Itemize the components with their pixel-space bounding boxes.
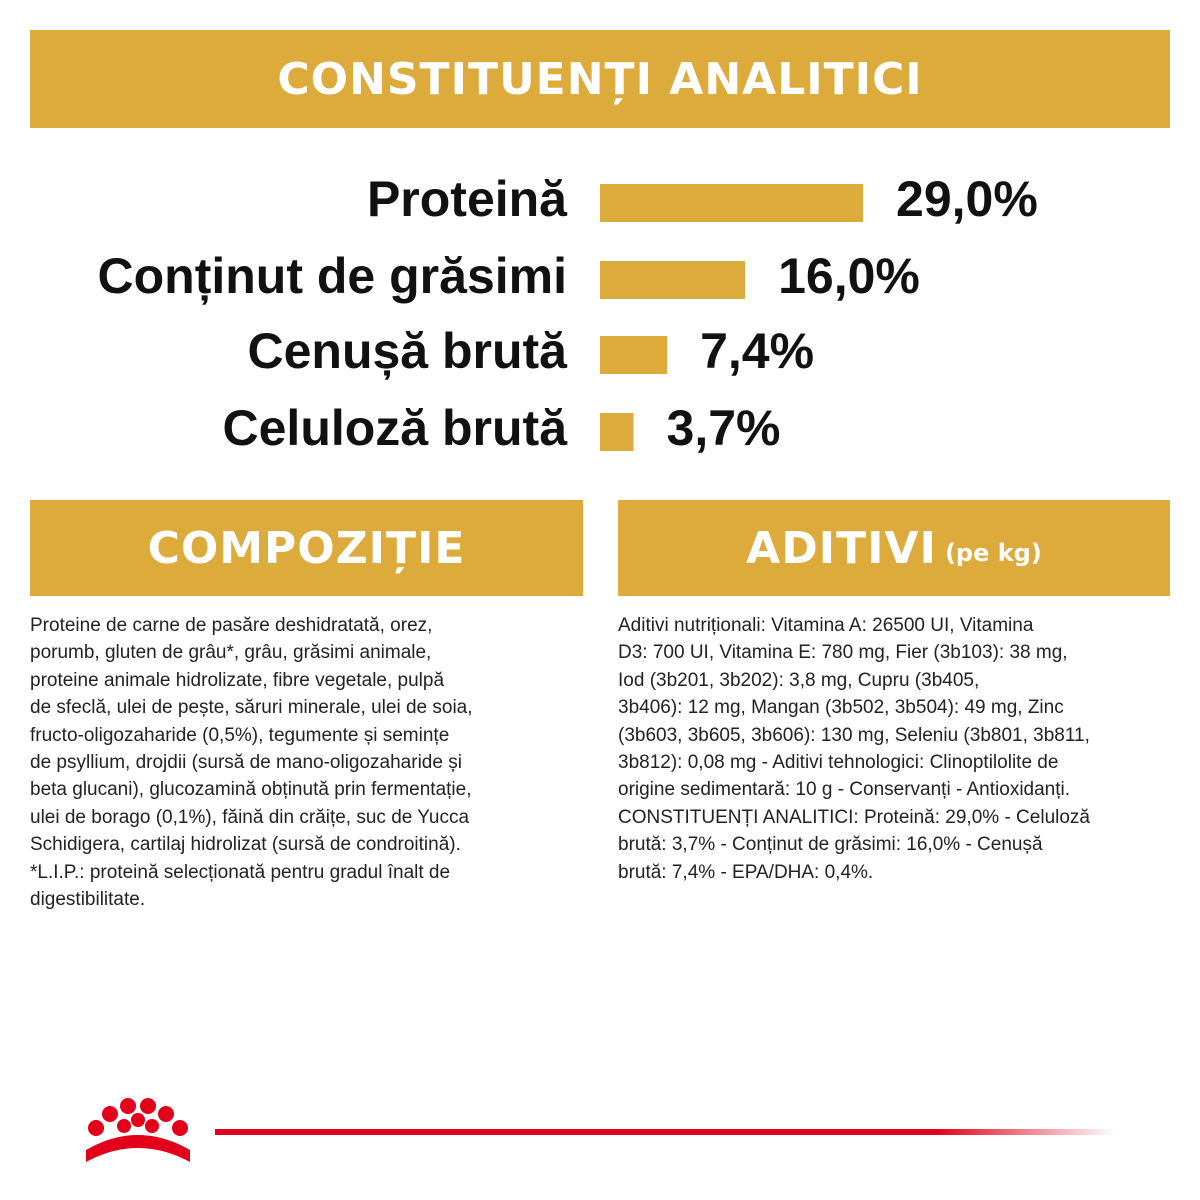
category-label: Proteină [367,171,568,227]
text-line: digestibilitate. [30,889,146,911]
additives-banner: ADITIVI (pe kg) [618,500,1170,596]
text-line: Proteine de carne de pasăre deshidratată… [30,615,433,636]
composition-text: Proteine de carne de pasăre deshidratată… [30,612,473,913]
bar [600,413,634,451]
text-line: 3b812): 0,08 mg - Aditivi tehnologici: C… [618,752,1059,774]
text-line: ulei de borago (0,1%), făină din crăițe,… [30,806,470,828]
additives-title: ADITIVI [746,522,937,574]
category-label: Cenușă brută [247,323,568,379]
text-line: fructo-oligozaharide (0,5%), tegumente ș… [30,724,450,746]
text-line: de psyllium, drojdii (sursă de mano-olig… [30,752,462,774]
text-line: D3: 700 UI, Vitamina E: 780 mg, Fier (3b… [618,642,1068,664]
text-line: origine sedimentară: 10 g - Conservanți … [618,779,1071,801]
value-label: 3,7% [667,400,781,456]
text-line: brută: 3,7% - Conținut de grăsimi: 16,0%… [618,834,1043,856]
text-line: porumb, gluten de grâu*, grâu, grăsimi a… [30,642,432,664]
text-line: de sfeclă, ulei de pește, săruri mineral… [30,697,473,719]
text-line: Schidigera, cartilaj hidrolizat (sursă d… [30,834,461,856]
text-line: Aditivi nutriționali: Vitamina A: 26500 … [618,615,1034,636]
bar [600,336,668,374]
crown [86,1098,190,1162]
header-banner: CONSTITUENȚI ANALITICI [30,30,1170,128]
text-line: 3b406): 12 mg, Mangan (3b502, 3b504): 49… [618,697,1064,719]
logo [86,1098,1115,1162]
value-label: 7,4% [700,323,814,379]
chart: Proteină 29,0% Conținut de grăsimi 16,0% Cen… [98,171,1038,456]
bar [600,261,746,299]
category-label: Celuloză brută [223,400,569,456]
text-line: (3b603, 3b605, 3b606): 130 mg, Seleniu (… [618,724,1090,746]
red-line [215,1129,1115,1135]
text-line: beta glucani), glucozamină obținută prin… [30,779,472,801]
additives-title-note: (pe kg) [944,539,1042,567]
value-label: 16,0% [778,248,920,304]
text-line: proteine animale hidrolizate, fibre vege… [30,669,445,691]
composition-banner: COMPOZIȚIE [30,500,583,596]
text-line: brută: 7,4% - EPA/DHA: 0,4%. [618,861,874,883]
text-line: *L.I.P.: proteină selecționată pentru gr… [30,861,451,883]
bar [600,184,864,222]
composition-title: COMPOZIȚIE [147,522,466,574]
text-line: CONSTITUENȚI ANALITICI: Proteină: 29,0% … [618,806,1090,828]
category-label: Conținut de grăsimi [98,248,567,304]
value-label: 29,0% [896,171,1038,227]
additives-text: Aditivi nutriționali: Vitamina A: 26500 … [618,612,1090,886]
header-title: CONSTITUENȚI ANALITICI [277,53,923,105]
text-line: Iod (3b201, 3b202): 3,8 mg, Cupru (3b405… [618,669,980,691]
